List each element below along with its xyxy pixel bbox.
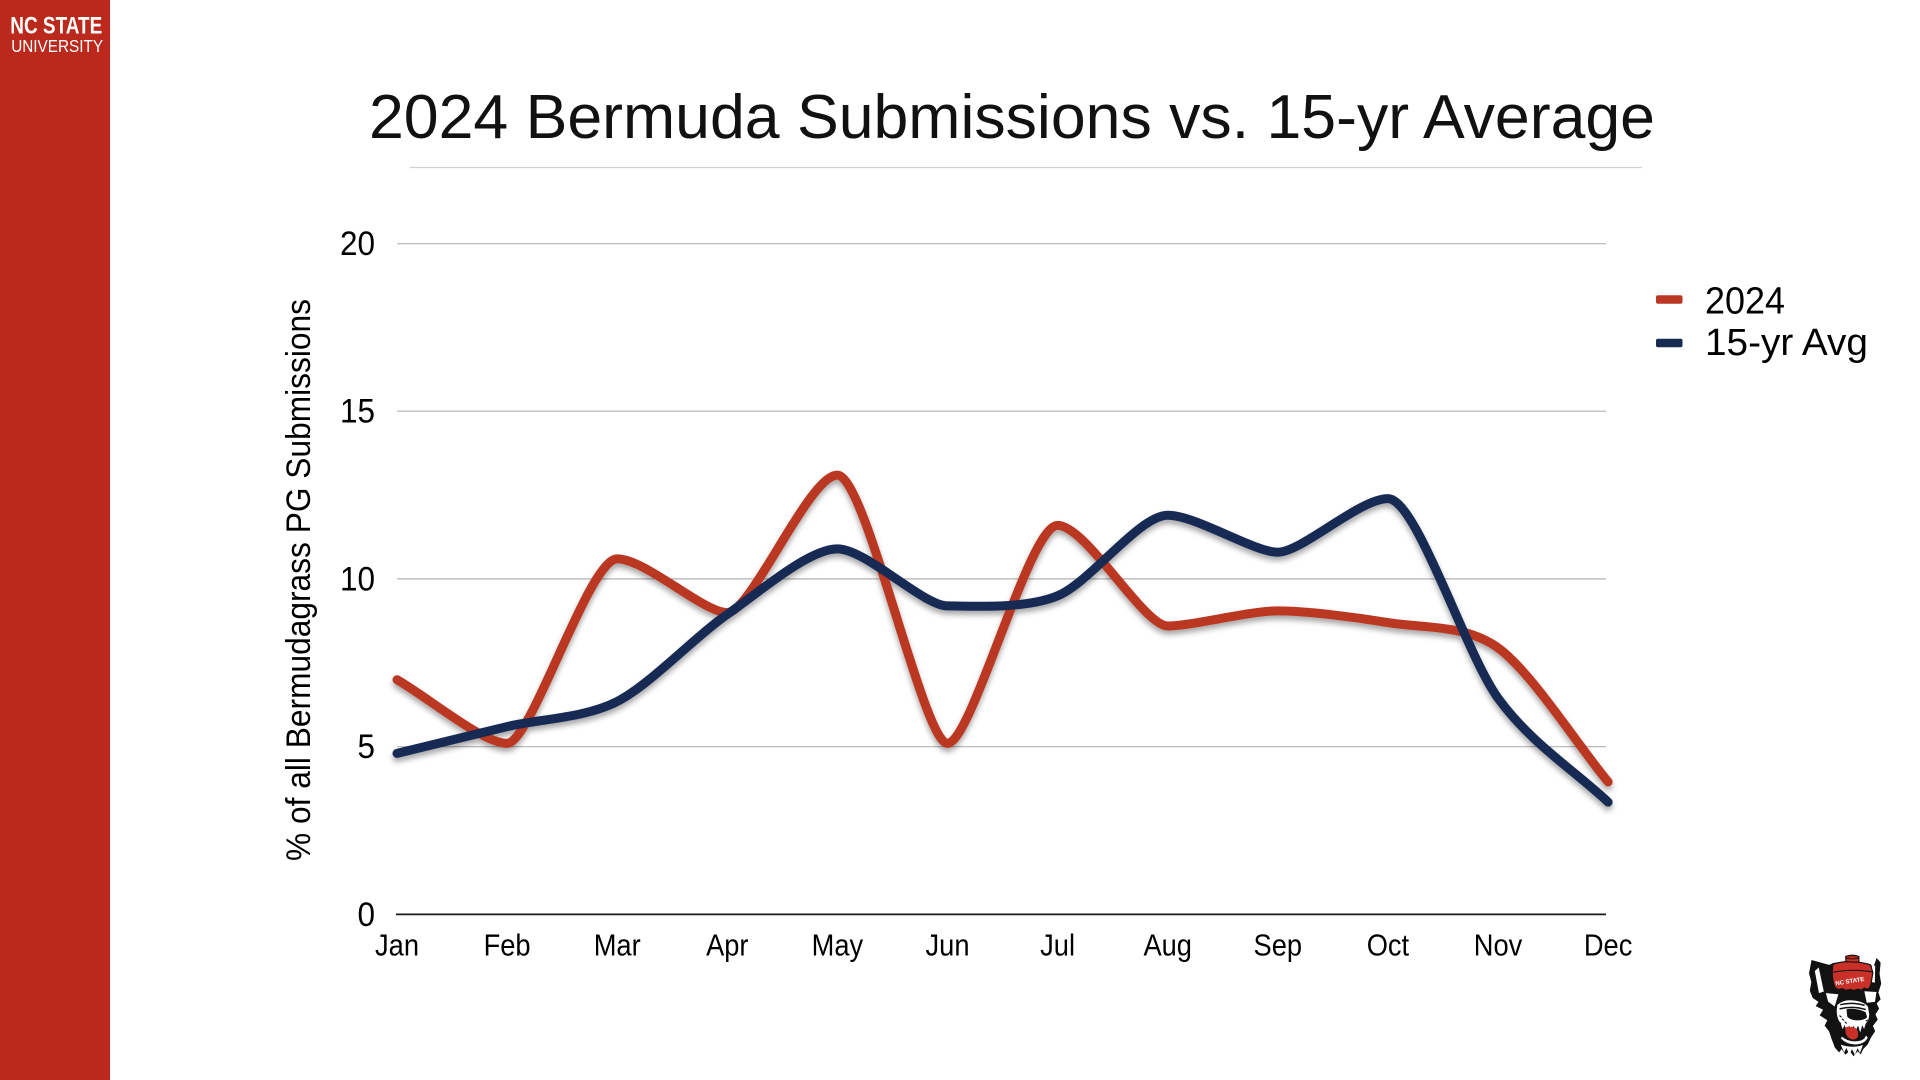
svg-text:NC STATE: NC STATE [10, 12, 102, 39]
svg-text:Aug: Aug [1143, 929, 1192, 963]
svg-text:5: 5 [358, 728, 376, 766]
svg-text:UNIVERSITY: UNIVERSITY [11, 37, 103, 56]
svg-text:Dec: Dec [1584, 929, 1633, 963]
svg-text:Apr: Apr [706, 929, 748, 963]
svg-text:Jun: Jun [926, 929, 970, 963]
svg-text:% of all Bermudagrass PG Submi: % of all Bermudagrass PG Submissions [280, 299, 318, 861]
svg-text:2024: 2024 [1705, 281, 1785, 323]
svg-text:Oct: Oct [1367, 929, 1410, 963]
svg-text:2024 Bermuda Submissions vs. 1: 2024 Bermuda Submissions vs. 15-yr Avera… [369, 82, 1655, 152]
svg-text:15-yr Avg: 15-yr Avg [1705, 322, 1868, 364]
svg-text:Sep: Sep [1254, 929, 1303, 963]
svg-text:NC STATE: NC STATE [1835, 977, 1865, 987]
svg-text:Jan: Jan [375, 929, 419, 963]
svg-text:Mar: Mar [594, 929, 641, 963]
svg-text:20: 20 [340, 225, 375, 263]
svg-text:Jul: Jul [1040, 929, 1075, 963]
svg-text:15: 15 [340, 393, 375, 431]
svg-text:Nov: Nov [1474, 929, 1523, 963]
svg-text:May: May [812, 929, 864, 963]
svg-text:Feb: Feb [484, 929, 531, 963]
svg-text:10: 10 [340, 560, 375, 598]
svg-text:0: 0 [358, 896, 376, 934]
